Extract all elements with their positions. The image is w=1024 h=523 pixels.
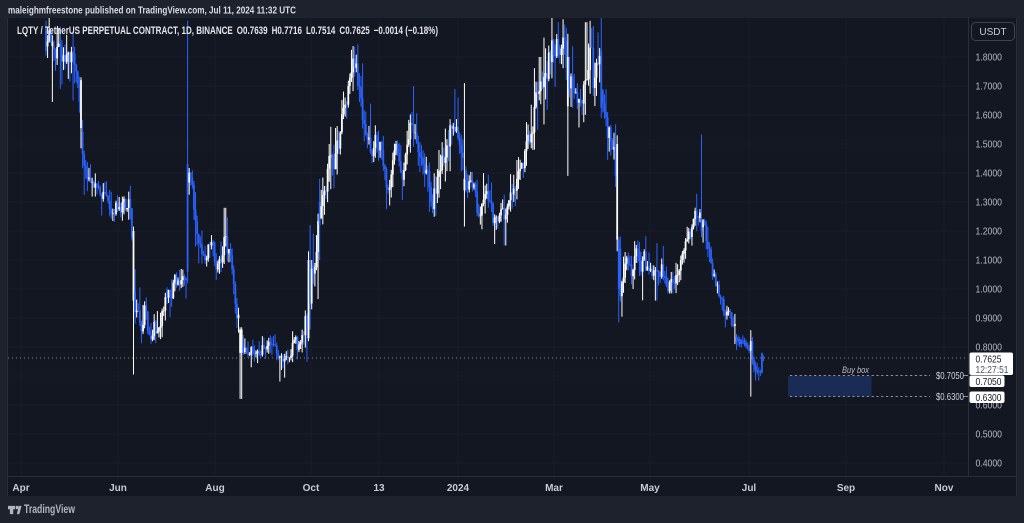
svg-text:12:27:51: 12:27:51 bbox=[976, 364, 1009, 376]
svg-text:$0.7050: $0.7050 bbox=[936, 370, 964, 382]
svg-text:0.6300: 0.6300 bbox=[976, 392, 1002, 404]
svg-text:Buy box: Buy box bbox=[842, 365, 870, 376]
svg-text:maleighmfreestone published on: maleighmfreestone published on TradingVi… bbox=[8, 5, 296, 17]
svg-text:Oct: Oct bbox=[303, 483, 320, 494]
svg-text:Jun: Jun bbox=[109, 483, 127, 494]
svg-text:Nov: Nov bbox=[935, 483, 954, 494]
svg-text:0.9000: 0.9000 bbox=[976, 313, 1003, 325]
svg-text:1.2000: 1.2000 bbox=[976, 226, 1003, 238]
svg-text:0.8000: 0.8000 bbox=[976, 342, 1003, 354]
svg-text:1.4000: 1.4000 bbox=[976, 168, 1003, 180]
svg-text:LQTY / TetherUS PERPETUAL CONT: LQTY / TetherUS PERPETUAL CONTRACT, 1D, … bbox=[17, 25, 438, 37]
svg-text:TradingView: TradingView bbox=[24, 502, 75, 516]
svg-text:May: May bbox=[640, 483, 660, 494]
svg-text:1.5000: 1.5000 bbox=[976, 139, 1003, 151]
svg-text:Mar: Mar bbox=[545, 483, 563, 494]
svg-text:0.7625: 0.7625 bbox=[976, 354, 1002, 366]
svg-text:1.7000: 1.7000 bbox=[976, 81, 1003, 93]
svg-text:0.7050: 0.7050 bbox=[976, 376, 1002, 388]
svg-text:Apr: Apr bbox=[12, 483, 29, 494]
svg-text:Aug: Aug bbox=[205, 483, 224, 494]
svg-text:2024: 2024 bbox=[447, 483, 470, 494]
svg-text:1.6000: 1.6000 bbox=[976, 110, 1003, 122]
svg-text:USDT: USDT bbox=[979, 27, 1006, 38]
svg-text:$0.6300: $0.6300 bbox=[936, 391, 964, 403]
svg-text:Sep: Sep bbox=[837, 483, 855, 494]
svg-text:13: 13 bbox=[373, 483, 385, 494]
svg-text:0.5000: 0.5000 bbox=[976, 429, 1003, 441]
svg-text:1.1000: 1.1000 bbox=[976, 255, 1003, 267]
svg-text:Jul: Jul bbox=[742, 483, 757, 494]
svg-text:1.8000: 1.8000 bbox=[976, 52, 1003, 64]
svg-text:1.0000: 1.0000 bbox=[976, 284, 1003, 296]
svg-text:0.4000: 0.4000 bbox=[976, 458, 1003, 470]
svg-text:1.3000: 1.3000 bbox=[976, 197, 1003, 209]
